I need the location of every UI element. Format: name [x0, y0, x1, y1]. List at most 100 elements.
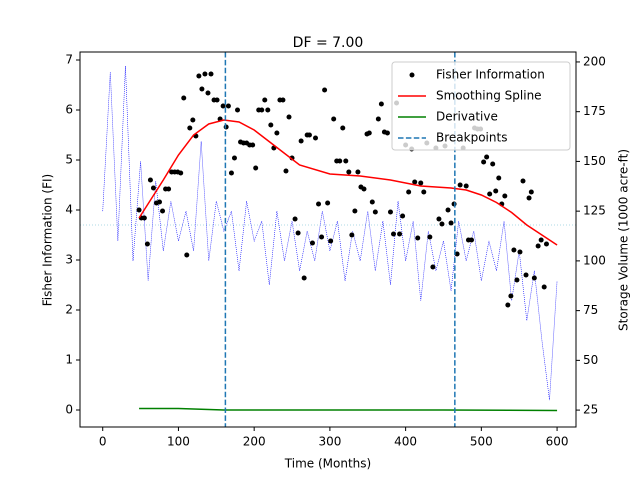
scatter-point [322, 87, 328, 93]
scatter-point [136, 207, 142, 213]
scatter-point [511, 247, 517, 253]
scatter-point [313, 135, 319, 141]
scatter-point [505, 302, 511, 308]
scatter-point [292, 216, 298, 222]
scatter-point [340, 125, 346, 131]
scatter-point [184, 252, 190, 258]
scatter-point [208, 71, 214, 77]
scatter-point [268, 122, 274, 128]
scatter-point [187, 125, 193, 131]
scatter-point [397, 231, 403, 237]
y-tick-label: 0 [65, 403, 73, 417]
scatter-point [418, 180, 424, 186]
scatter-point [141, 215, 147, 221]
scatter-point [157, 199, 163, 205]
scatter-point [319, 234, 325, 240]
legend-marker [409, 72, 415, 78]
scatter-point [214, 97, 220, 103]
scatter-point [280, 97, 286, 103]
scatter-point [493, 188, 499, 194]
scatter-point [481, 159, 487, 165]
scatter-point [259, 107, 265, 113]
scatter-point [541, 284, 547, 290]
scatter-point [283, 168, 289, 174]
scatter-point [309, 240, 315, 246]
scatter-point [220, 103, 226, 109]
scatter-point [181, 95, 187, 101]
scatter-point [147, 177, 153, 183]
y2-tick-label: 75 [583, 303, 598, 317]
scatter-point [225, 103, 231, 109]
legend-label: Smoothing Spline [436, 89, 542, 103]
scatter-point [366, 130, 372, 136]
scatter-point [436, 216, 442, 222]
chart-title: DF = 7.00 [293, 35, 364, 51]
x-tick-label: 200 [243, 435, 266, 449]
scatter-point [517, 249, 523, 255]
y2-tick-label: 25 [583, 403, 598, 417]
x-tick-label: 400 [394, 435, 417, 449]
x-tick-label: 100 [167, 435, 190, 449]
scatter-point [457, 182, 463, 188]
y-tick-label: 7 [65, 53, 73, 67]
scatter-point [412, 179, 418, 185]
plot-frame [79, 51, 577, 428]
scatter-point [361, 186, 367, 192]
legend-box [391, 61, 571, 151]
scatter-point [490, 161, 496, 167]
scatter-point [451, 201, 457, 207]
scatter-point [205, 90, 211, 96]
y-axis-label: Fisher Information (FI) [41, 174, 55, 306]
scatter-point [178, 170, 184, 176]
y2-tick-label: 125 [583, 204, 606, 218]
scatter-point [223, 124, 229, 130]
scatter-point [250, 142, 256, 148]
scatter-point [484, 154, 490, 160]
scatter-point [445, 207, 451, 213]
line [139, 407, 558, 412]
x-tick-label: 600 [546, 435, 569, 449]
legend-label: Fisher Information [436, 68, 545, 82]
scatter-point [400, 213, 406, 219]
scatter-point [325, 200, 331, 206]
scatter-point [406, 189, 412, 195]
scatter-point [202, 71, 208, 77]
scatter-point [196, 73, 202, 79]
scatter-point [228, 170, 234, 176]
scatter-point [199, 86, 205, 92]
scatter-point [531, 275, 537, 281]
scatter-point [190, 117, 196, 123]
scatter-point [514, 277, 520, 283]
scatter-point [391, 231, 397, 237]
y-tick-label: 4 [65, 203, 73, 217]
scatter-point [352, 208, 358, 214]
scatter-point [468, 237, 474, 243]
scatter-point [274, 130, 280, 136]
scatter-point [235, 107, 241, 113]
scatter-point [346, 169, 352, 175]
legend-label: Derivative [436, 110, 498, 124]
scatter-point [286, 114, 292, 120]
x-tick-label: 0 [99, 435, 107, 449]
y-tick-label: 5 [65, 153, 73, 167]
scatter-point [306, 132, 312, 138]
x-axis-label: Time (Months) [284, 457, 371, 471]
y-tick-label: 2 [65, 303, 73, 317]
y2-tick-label: 175 [583, 104, 606, 118]
scatter-point [337, 158, 343, 164]
y-tick-label: 6 [65, 103, 73, 117]
y2-tick-label: 50 [583, 353, 598, 367]
scatter-point [253, 165, 259, 171]
scatter-point [538, 237, 544, 243]
x-tick-label: 300 [318, 435, 341, 449]
scatter-point [316, 201, 322, 207]
scatter-point [160, 208, 166, 214]
y2-axis-label: Storage Volume (1000 acre-ft) [617, 149, 631, 331]
scatter-point [378, 101, 384, 107]
scatter-point [421, 189, 427, 195]
scatter-point [454, 251, 460, 257]
x-tick-label: 500 [470, 435, 493, 449]
scatter-point [543, 241, 549, 247]
scatter-point [427, 234, 433, 240]
